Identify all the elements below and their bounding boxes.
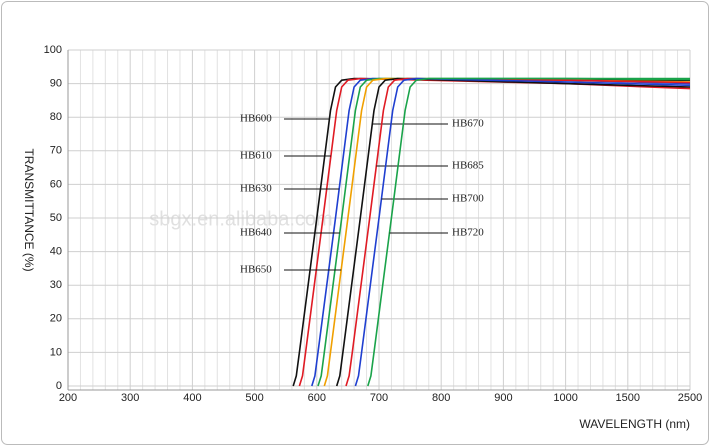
annotation: HB685 xyxy=(452,160,484,172)
y-tick-label: 100 xyxy=(44,44,62,56)
x-axis-label: WAVELENGTH (nm) xyxy=(579,417,690,431)
y-tick-label: 80 xyxy=(50,111,62,123)
x-tick-label: 200 xyxy=(59,392,77,404)
annotation: HB650 xyxy=(240,264,272,276)
y-tick-label: 70 xyxy=(50,145,62,157)
y-axis-label: TRANSMITTANCE (%) xyxy=(22,148,36,271)
annotation: HB640 xyxy=(240,227,272,239)
x-tick-label: 1500 xyxy=(616,392,640,404)
x-tick-label: 400 xyxy=(183,392,201,404)
x-tick-label: 1000 xyxy=(553,392,577,404)
line xyxy=(335,77,691,387)
y-tick-label: 90 xyxy=(50,78,62,90)
annotation: HB630 xyxy=(240,183,272,195)
y-tick-label: 30 xyxy=(50,279,62,291)
watermark: sbgx.en.alibaba.com xyxy=(149,208,332,230)
y-tick-label: 10 xyxy=(50,346,62,358)
x-tick-label: 700 xyxy=(370,392,388,404)
annotation: HB700 xyxy=(452,193,484,205)
x-tick-label: 600 xyxy=(308,392,326,404)
annotation: HB670 xyxy=(452,118,484,130)
x-tick-label: 800 xyxy=(432,392,450,404)
x-tick-label: 300 xyxy=(121,392,139,404)
x-tick-label: 500 xyxy=(245,392,263,404)
x-tick-label: 2500 xyxy=(678,392,702,404)
annotation: HB600 xyxy=(240,113,272,125)
line xyxy=(367,77,691,387)
x-tick-label: 900 xyxy=(494,392,512,404)
y-tick-label: 60 xyxy=(50,178,62,190)
annotation: HB610 xyxy=(240,150,272,162)
annotation: HB720 xyxy=(452,227,484,239)
y-tick-label: 0 xyxy=(56,380,62,392)
y-tick-label: 20 xyxy=(50,313,62,325)
y-tick-label: 50 xyxy=(50,212,62,224)
line xyxy=(354,77,691,387)
y-tick-label: 40 xyxy=(50,246,62,258)
